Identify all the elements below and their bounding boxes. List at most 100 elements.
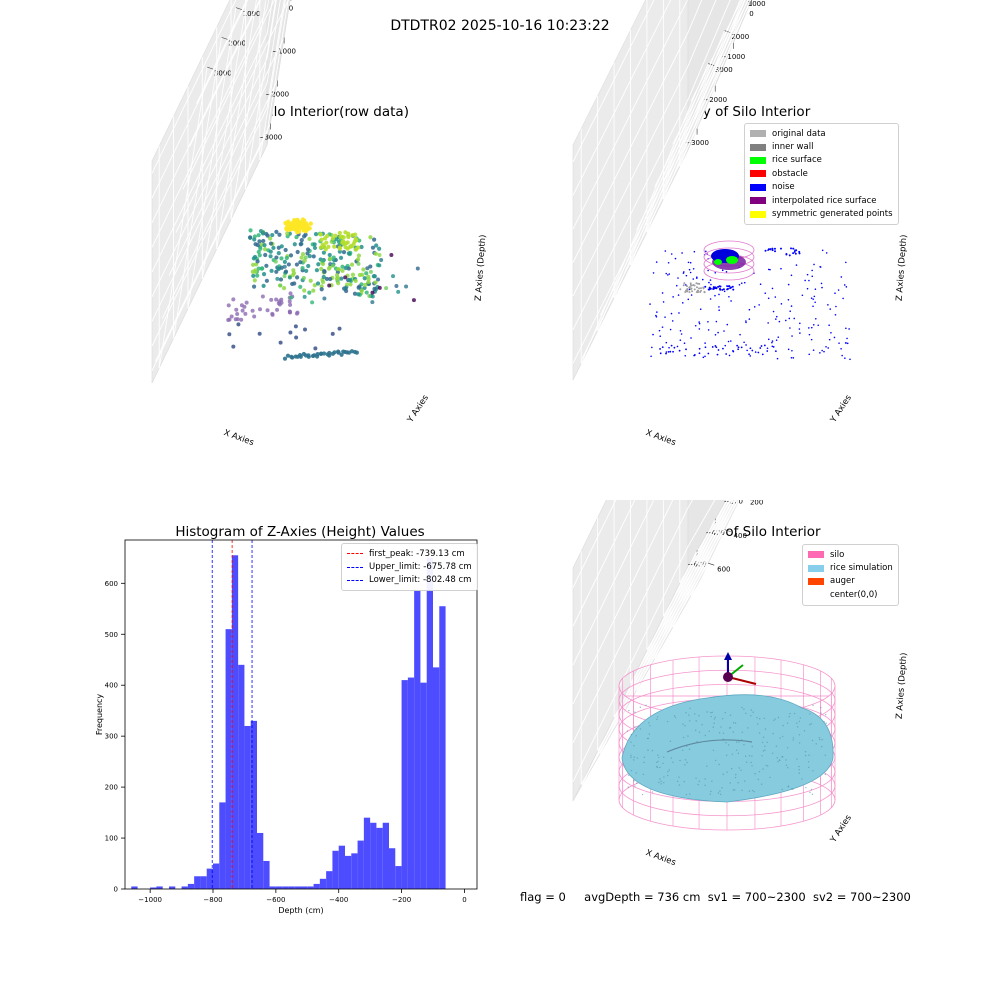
data-point xyxy=(312,242,317,247)
noise-point xyxy=(842,297,844,300)
rice-mesh-dot xyxy=(642,773,645,775)
rice-mesh-dot xyxy=(818,736,821,739)
x-tick-label: −2000 xyxy=(703,96,727,104)
noise-point xyxy=(834,314,837,316)
noise-point xyxy=(799,332,801,334)
noise-point xyxy=(718,293,720,296)
noise-point xyxy=(707,329,710,331)
rice-mesh-dot xyxy=(773,719,775,722)
y-grid-line xyxy=(259,0,286,160)
noise-point xyxy=(714,345,717,347)
rice-mesh-dot xyxy=(825,722,827,724)
rice-mesh-dot xyxy=(762,736,765,738)
histogram-bar xyxy=(275,886,283,889)
data-point xyxy=(276,266,281,271)
rice-mesh-dot xyxy=(734,776,737,779)
data-point xyxy=(367,294,372,299)
data-point xyxy=(269,268,274,273)
data-point xyxy=(368,235,373,240)
noise-point xyxy=(704,355,706,358)
noise-point xyxy=(792,247,795,250)
noise-point xyxy=(813,295,816,298)
noise-point xyxy=(843,284,846,286)
data-point xyxy=(305,251,310,256)
data-point xyxy=(287,227,293,232)
rice-mesh-dot xyxy=(796,726,799,728)
noise-point xyxy=(833,336,836,339)
rice-mesh-dot xyxy=(712,749,715,752)
data-point xyxy=(348,282,353,287)
noise-point xyxy=(665,352,667,355)
noise-point xyxy=(652,333,654,336)
rice-mesh-dot xyxy=(792,788,794,791)
rice-contour xyxy=(666,739,753,753)
rice-mesh-dot xyxy=(734,722,737,724)
data-point xyxy=(321,351,327,356)
histogram-bar xyxy=(363,817,371,889)
noise-point xyxy=(820,282,823,285)
data-point xyxy=(286,262,291,267)
rice-mesh-dot xyxy=(754,773,756,775)
noise-point xyxy=(787,299,790,301)
inner-wall-point xyxy=(688,291,691,294)
legend-label: inner wall xyxy=(772,142,814,153)
rice-mesh-dot xyxy=(745,712,747,714)
rice-mesh-dot xyxy=(740,769,742,772)
data-point xyxy=(257,307,262,312)
data-point xyxy=(324,276,330,282)
data-point xyxy=(349,244,354,249)
noise-point xyxy=(754,351,757,353)
y-axis-label: Frequency xyxy=(95,694,104,736)
noise-point xyxy=(662,301,665,303)
data-point xyxy=(354,350,359,355)
rice-mesh-dot xyxy=(798,742,801,744)
rice-mesh-dot xyxy=(735,749,738,751)
data-point xyxy=(239,317,244,322)
data-point xyxy=(333,233,338,238)
simulation-legend: silo rice simulation auger center(0,0) xyxy=(802,544,899,606)
data-point xyxy=(356,253,362,258)
rice-mesh-dot xyxy=(714,759,717,762)
noise-point xyxy=(699,308,702,310)
rice-mesh-dot xyxy=(796,722,798,724)
noise-point xyxy=(737,348,740,351)
data-point xyxy=(326,244,331,249)
x-tick-label: 0 xyxy=(289,5,293,13)
y-grid-line xyxy=(679,0,751,167)
data-point xyxy=(350,272,356,277)
noise-point xyxy=(829,308,832,310)
histogram-bar xyxy=(150,887,157,889)
noise-point xyxy=(667,274,669,276)
data-point xyxy=(357,284,362,289)
rice-mesh-dot xyxy=(758,770,761,773)
z-grid-line xyxy=(266,0,285,109)
inner-wall-point xyxy=(697,282,700,285)
data-point xyxy=(301,275,306,280)
noise-point xyxy=(668,273,671,275)
rice-mesh-dot xyxy=(656,765,658,768)
noise-point xyxy=(667,261,670,264)
x-tick-label: 0 xyxy=(462,896,466,904)
noise-point xyxy=(714,294,716,297)
z-grid-line xyxy=(572,0,672,196)
noise-point xyxy=(790,247,793,250)
rice-mesh-dot xyxy=(678,776,680,778)
histogram-bar xyxy=(420,682,427,889)
data-point xyxy=(384,286,389,291)
noise-point xyxy=(791,349,793,352)
data-point xyxy=(356,292,361,297)
noise-point xyxy=(665,341,668,344)
data-point xyxy=(260,230,266,235)
rice-mesh-dot xyxy=(704,734,707,737)
data-point xyxy=(322,269,327,274)
data-point xyxy=(370,294,375,299)
noise-point xyxy=(771,340,774,342)
noise-point xyxy=(738,283,741,286)
data-point xyxy=(316,262,321,267)
noise-point xyxy=(830,331,832,334)
histogram-bar xyxy=(382,822,389,889)
noise-point xyxy=(655,314,657,317)
rice-mesh-dot xyxy=(741,731,743,733)
data-point xyxy=(336,281,341,286)
noise-point xyxy=(739,333,741,336)
